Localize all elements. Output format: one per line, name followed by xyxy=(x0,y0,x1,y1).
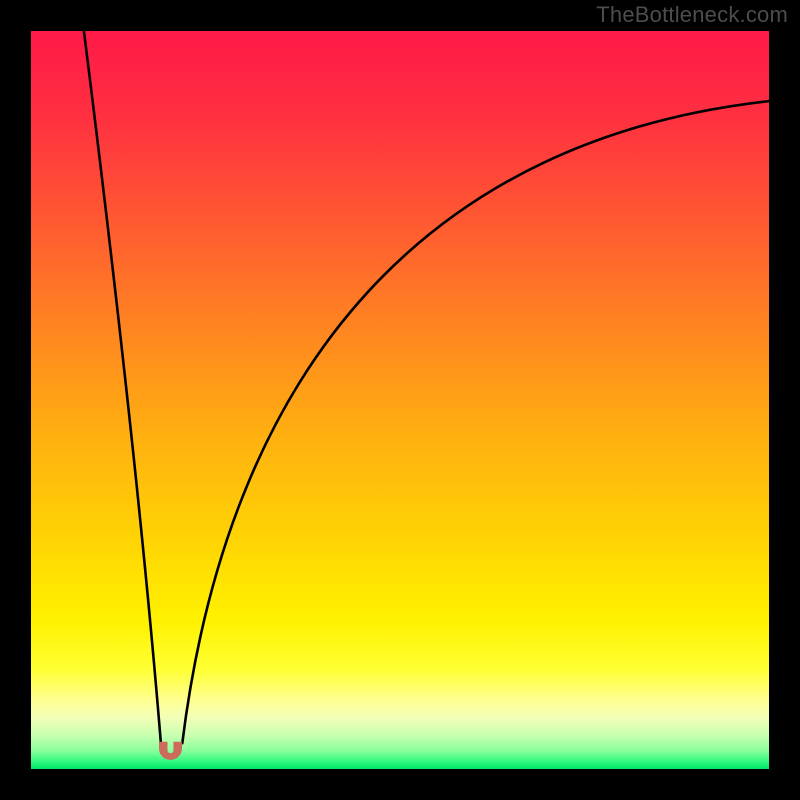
gradient-background xyxy=(31,31,769,769)
watermark-text: TheBottleneck.com xyxy=(596,2,788,28)
chart-container: TheBottleneck.com xyxy=(0,0,800,800)
bottleneck-chart xyxy=(31,31,769,769)
